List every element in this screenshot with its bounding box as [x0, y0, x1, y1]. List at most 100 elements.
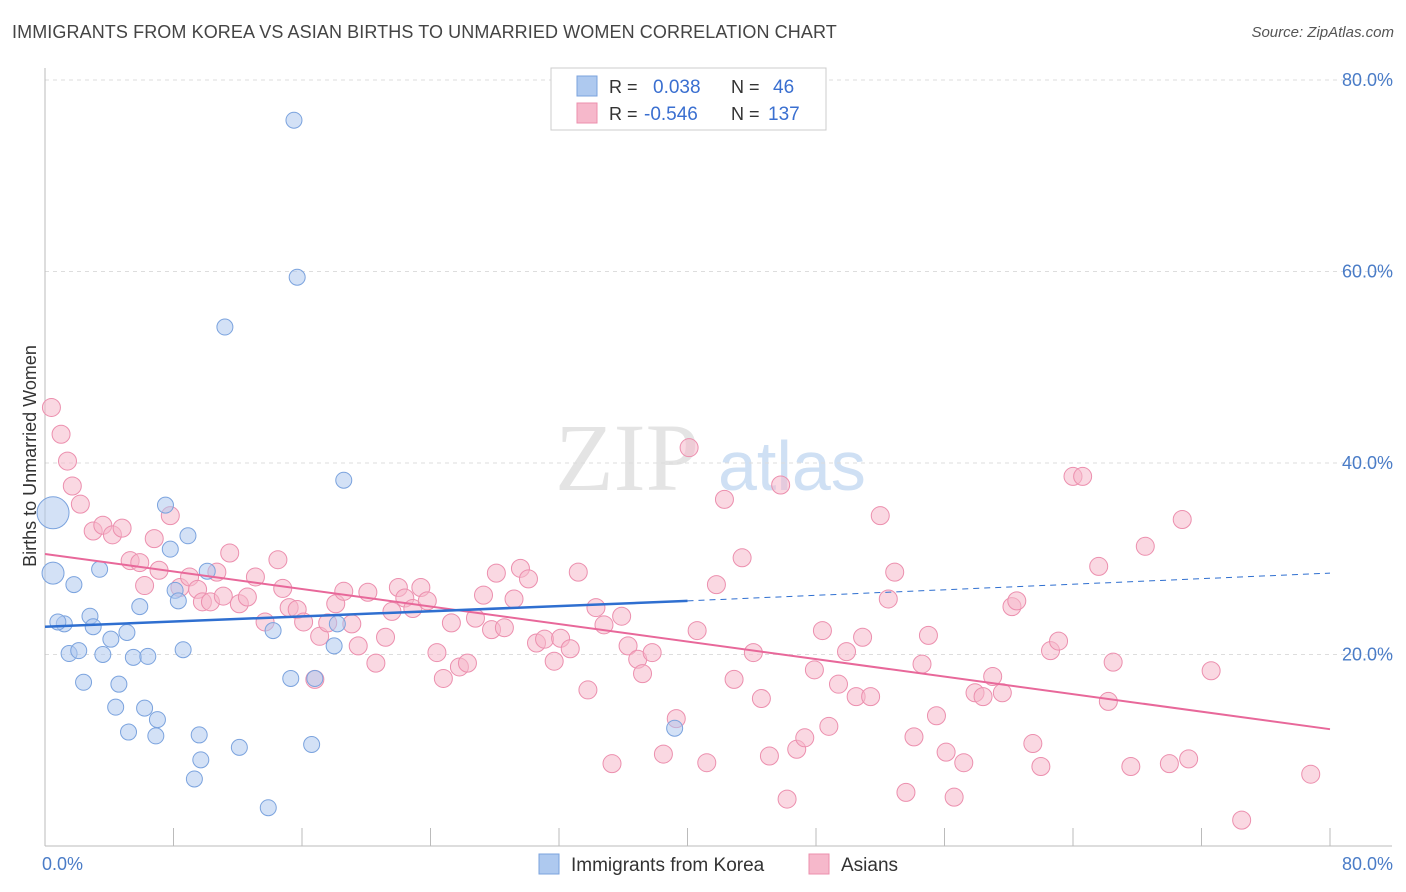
data-point-asians — [1098, 691, 1118, 711]
data-point-asians — [568, 562, 588, 582]
data-point-asians — [812, 621, 832, 641]
data-point-korea — [84, 618, 102, 636]
data-point-asians — [1023, 734, 1043, 754]
data-point-asians — [494, 618, 514, 638]
data-point-korea — [325, 637, 343, 655]
data-point-asians — [804, 660, 824, 680]
data-point-asians — [70, 494, 90, 514]
data-point-asians — [912, 654, 932, 674]
data-point-asians — [1172, 509, 1192, 529]
data-point-korea — [230, 738, 248, 756]
data-point-asians — [1031, 757, 1051, 777]
data-point-asians — [714, 489, 734, 509]
data-point-asians — [885, 562, 905, 582]
data-point-korea — [136, 699, 154, 717]
data-point-asians — [1007, 591, 1027, 611]
series-korea-points — [36, 111, 684, 817]
data-point-korea — [285, 111, 303, 129]
data-point-asians — [237, 587, 257, 607]
data-point-asians — [486, 563, 506, 583]
data-point-asians — [433, 668, 453, 688]
data-point-asians — [944, 787, 964, 807]
data-point-asians — [135, 576, 155, 596]
data-point-asians — [1103, 652, 1123, 672]
data-point-asians — [771, 475, 791, 495]
legend-r-label: R = — [609, 77, 638, 97]
data-point-asians — [535, 629, 555, 649]
data-point-asians — [819, 716, 839, 736]
data-point-asians — [896, 782, 916, 802]
data-point-asians — [870, 506, 890, 526]
data-point-asians — [751, 689, 771, 709]
data-point-asians — [348, 636, 368, 656]
data-point-korea — [174, 641, 192, 659]
data-point-asians — [376, 627, 396, 647]
data-point-korea — [666, 719, 684, 737]
data-point-korea — [102, 630, 120, 648]
data-point-korea — [328, 615, 346, 633]
legend-swatch-asians — [576, 102, 598, 124]
data-point-korea — [216, 318, 234, 336]
data-point-korea — [288, 268, 306, 286]
data-point-asians — [926, 706, 946, 726]
data-point-asians — [1179, 749, 1199, 769]
data-point-korea — [70, 642, 88, 660]
legend-n-label: N = — [731, 77, 760, 97]
data-point-asians — [474, 585, 494, 605]
data-point-asians — [612, 606, 632, 626]
data-point-asians — [273, 578, 293, 598]
data-point-korea — [94, 646, 112, 663]
data-point-korea — [110, 675, 128, 693]
data-point-korea — [169, 592, 187, 610]
legend-n-value: 46 — [773, 77, 794, 98]
data-point-asians — [828, 674, 848, 694]
data-point-asians — [1089, 556, 1109, 576]
data-point-asians — [653, 744, 673, 764]
data-point-asians — [51, 424, 71, 444]
trend-lines — [44, 552, 1331, 731]
data-point-asians — [144, 529, 164, 549]
data-point-asians — [544, 651, 564, 671]
data-point-korea — [118, 623, 136, 641]
data-point-asians — [1201, 661, 1221, 681]
data-point-asians — [878, 589, 898, 609]
data-point-asians — [427, 643, 447, 663]
data-point-korea — [124, 648, 142, 666]
data-point-asians — [1301, 764, 1321, 784]
data-point-asians — [1135, 536, 1155, 556]
x-tick-label: 80.0% — [1342, 854, 1393, 874]
data-point-asians — [518, 569, 538, 589]
data-point-asians — [795, 728, 815, 748]
data-point-asians — [679, 438, 699, 458]
bottom-legend-swatch-korea — [538, 853, 560, 875]
data-point-asians — [837, 642, 857, 662]
data-point-asians — [130, 553, 150, 573]
data-point-asians — [57, 451, 77, 471]
data-point-asians — [586, 598, 606, 618]
data-point-asians — [732, 548, 752, 568]
data-point-asians — [954, 753, 974, 773]
axes — [44, 68, 1392, 847]
gridlines — [45, 79, 1392, 655]
data-point-asians — [366, 653, 386, 673]
data-point-asians — [112, 518, 132, 538]
legend-n-value: 137 — [768, 104, 800, 125]
data-point-asians — [904, 727, 924, 747]
data-point-asians — [992, 683, 1012, 703]
data-point-korea — [148, 711, 166, 729]
series-asians-points — [41, 397, 1321, 830]
data-point-korea — [185, 770, 203, 788]
x-tick-labels: 0.0% 80.0% — [42, 854, 1393, 874]
bottom-legend-label-asians: Asians — [841, 855, 898, 876]
data-point-asians — [1159, 754, 1179, 774]
data-point-asians — [697, 753, 717, 773]
x-tick-label: 0.0% — [42, 854, 83, 874]
data-point-korea — [190, 726, 208, 744]
data-point-asians — [213, 586, 233, 606]
data-point-asians — [724, 669, 744, 689]
correlation-legend: R = 0.038 N = 46 R = -0.546 N = 137 — [550, 67, 827, 131]
data-point-asians — [1232, 810, 1252, 830]
data-point-korea — [192, 751, 210, 769]
data-point-korea — [264, 622, 282, 640]
